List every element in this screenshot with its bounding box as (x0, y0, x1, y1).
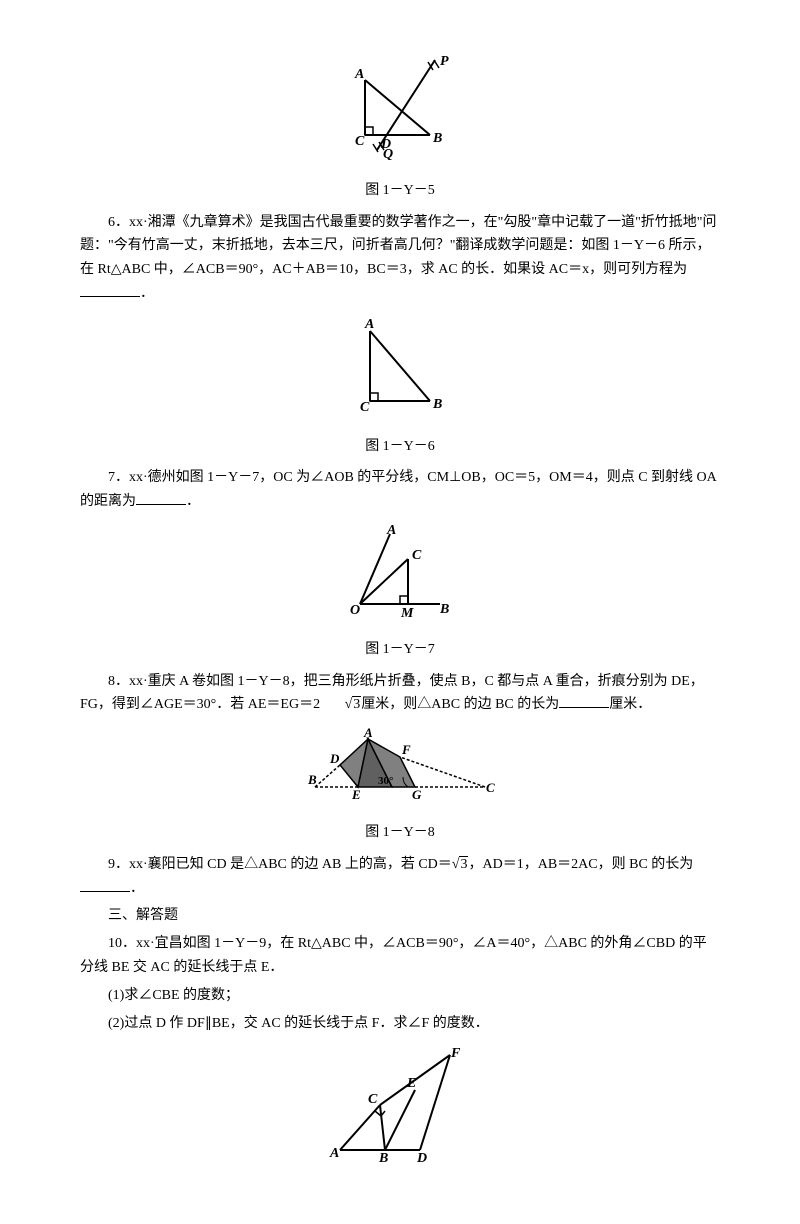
label-c: C (486, 780, 495, 795)
label-p: P (440, 54, 449, 69)
figure-1y5: A B C D P Q (80, 50, 720, 169)
sqrt-3: √3 (345, 696, 362, 712)
label-c: C (360, 400, 370, 415)
label-f: F (401, 742, 411, 757)
problem-6: 6．xx·湘潭《九章算术》是我国古代最重要的数学著作之一，在"勾股"章中记载了一… (80, 211, 720, 306)
label-a: A (364, 317, 374, 332)
label-a: A (329, 1146, 339, 1161)
problem-9: 9．xx·襄阳已知 CD 是△ABC 的边 AB 上的高，若 CD＝√3，AD＝… (80, 853, 720, 901)
label-b: B (307, 772, 317, 787)
problem-8: 8．xx·重庆 A 卷如图 1－Y－8，把三角形纸片折叠，使点 B，C 都与点 … (80, 670, 720, 718)
label-a: A (386, 524, 396, 538)
fig7-caption: 图 1－Y－7 (80, 638, 720, 662)
problem-9-suffix: ． (130, 881, 144, 896)
problem-6-text: 6．xx·湘潭《九章算术》是我国古代最重要的数学著作之一，在"勾股"章中记载了一… (80, 215, 717, 278)
label-d: D (329, 751, 340, 766)
label-g: G (412, 787, 422, 802)
problem-10-sub2: (2)过点 D 作 DF∥BE，交 AC 的延长线于点 F．求∠F 的度数． (80, 1012, 720, 1036)
problem-6-suffix: ． (140, 286, 154, 301)
label-b: B (378, 1151, 388, 1165)
fig6-caption: 图 1－Y－6 (80, 435, 720, 459)
label-m: M (400, 606, 414, 619)
label-e: E (351, 787, 361, 802)
label-f: F (450, 1046, 461, 1061)
label-b: B (439, 602, 449, 617)
fig8-caption: 图 1－Y－8 (80, 821, 720, 845)
problem-7-blank (136, 491, 186, 505)
figure-1y8: A B C D E F G 30° (80, 727, 720, 811)
label-b: B (432, 131, 442, 146)
label-a: A (363, 727, 373, 740)
problem-10: 10．xx·宜昌如图 1－Y－9，在 Rt△ABC 中，∠ACB＝90°，∠A＝… (80, 932, 720, 980)
label-d: D (416, 1151, 427, 1165)
label-c: C (355, 134, 365, 149)
problem-8-suffix: 厘米． (609, 697, 651, 712)
sqrt-3b: √3 (452, 856, 469, 872)
problem-9-text2: ，AD＝1，AB＝2AC，则 BC 的长为 (468, 857, 693, 872)
label-q: Q (383, 147, 393, 160)
problem-6-blank (80, 283, 140, 297)
figure-1y7: A C O M B (80, 524, 720, 628)
figure-1y9: A B C D E F (80, 1045, 720, 1174)
problem-8-blank (559, 694, 609, 708)
problem-7: 7．xx·德州如图 1－Y－7，OC 为∠AOB 的平分线，CM⊥OB，OC＝5… (80, 466, 720, 514)
section-3-title: 三、解答题 (80, 904, 720, 928)
problem-7-suffix: ． (186, 494, 200, 509)
label-angle: 30° (378, 775, 393, 787)
label-c: C (412, 548, 422, 563)
figure-1y6: A B C (80, 316, 720, 425)
label-o: O (350, 603, 360, 618)
problem-8-text2: 厘米，则△ABC 的边 BC 的长为 (361, 697, 559, 712)
problem-9-text1: 9．xx·襄阳已知 CD 是△ABC 的边 AB 上的高，若 CD＝ (108, 857, 452, 872)
problem-9-blank (80, 878, 130, 892)
label-e: E (406, 1076, 416, 1091)
problem-10-sub1: (1)求∠CBE 的度数； (80, 984, 720, 1008)
label-a: A (354, 67, 364, 82)
fig5-caption: 图 1－Y－5 (80, 179, 720, 203)
label-c: C (368, 1092, 378, 1107)
label-b: B (432, 397, 442, 412)
